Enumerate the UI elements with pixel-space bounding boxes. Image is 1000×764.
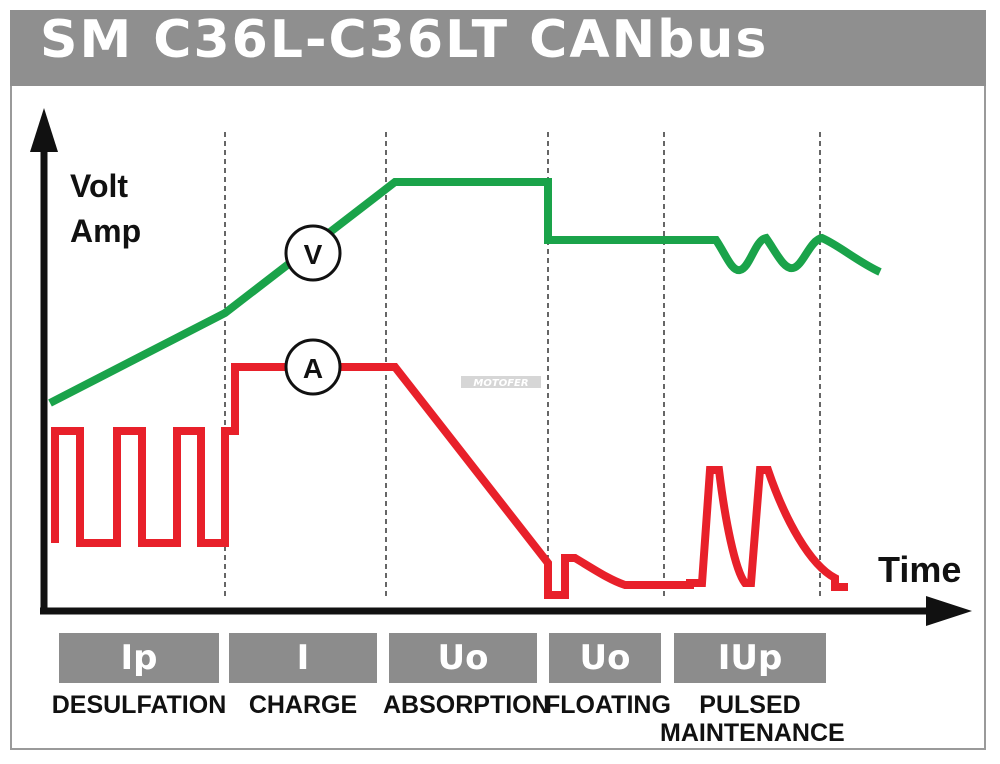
current-marker-circle (284, 338, 342, 396)
current-marker: A (284, 338, 342, 396)
voltage-curve (48, 178, 882, 407)
watermark-logo (461, 376, 541, 388)
y-axis-label-amp: Amp (70, 213, 141, 249)
phase-label-absorption: ABSORPTION (383, 691, 550, 719)
phase-box-uo-floating: Uo (549, 633, 661, 683)
voltage-marker: V (284, 224, 342, 282)
phase-box-uo-absorption: Uo (389, 633, 537, 683)
x-axis-label-time: Time (878, 549, 961, 590)
voltage-marker-label: V (304, 239, 323, 270)
voltage-marker-circle (284, 224, 342, 282)
y-axis-arrow (30, 108, 58, 152)
phase-label-desulfation: DESULFATION (51, 691, 227, 719)
phase-label-pulsed-maintenance: PULSED MAINTENANCE (660, 691, 845, 747)
axes (30, 108, 972, 626)
phase-label-floating: FLOATING (545, 691, 671, 719)
current-curve (51, 363, 848, 599)
y-axis-label-volt: Volt (70, 168, 128, 204)
title-bar (10, 10, 986, 86)
phase-box-ip: Ip (59, 633, 219, 683)
phase-box-i: I (229, 633, 377, 683)
current-marker-label: A (303, 353, 323, 384)
page-title: SM C36L-C36LT CANbus (40, 10, 769, 70)
watermark-text: MOTOFER (473, 378, 528, 389)
x-axis-arrow (926, 596, 972, 626)
phase-label-charge: CHARGE (248, 691, 358, 719)
phase-box-iup: IUp (674, 633, 826, 683)
